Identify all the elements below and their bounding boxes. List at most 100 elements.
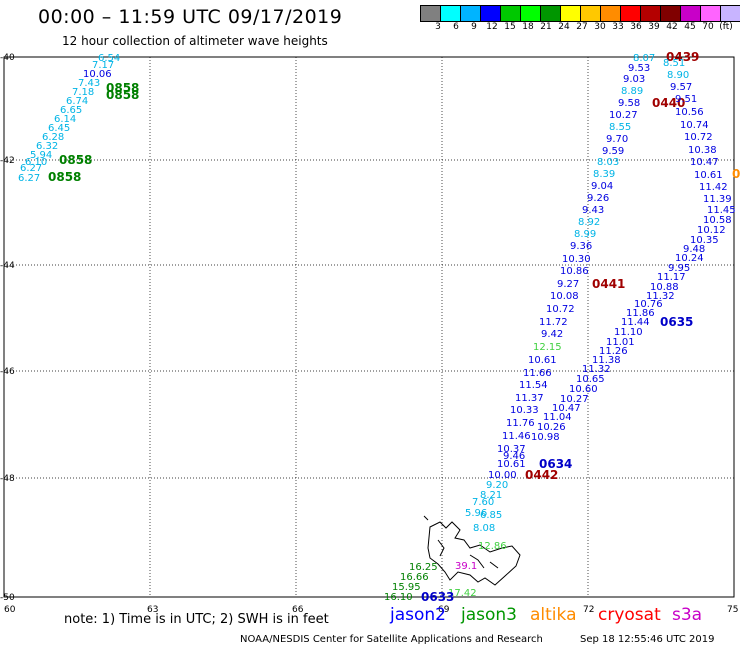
color-scale-bar [420, 5, 740, 22]
swh-value: 9.46 [503, 451, 525, 462]
swh-value: 9.26 [587, 193, 609, 204]
color-scale-label: 42 [666, 22, 678, 32]
swh-value: 11.26 [599, 346, 628, 357]
swh-value: 11.32 [646, 291, 675, 302]
swh-value: 16.66 [400, 572, 429, 583]
color-scale-label: 3 [435, 22, 441, 32]
swh-value: 5.96 [465, 508, 487, 519]
swh-value: 8.21 [480, 490, 502, 501]
pass-time: 0858 [59, 153, 92, 167]
map-frame [3, 56, 735, 598]
swh-value: 7.60 [472, 497, 494, 508]
color-scale-label: 18 [522, 22, 534, 32]
swh-value: 9.48 [683, 244, 705, 255]
swh-value: 8.03 [597, 157, 619, 168]
swh-value: 11.17 [657, 272, 686, 283]
swh-value: 9.36 [570, 241, 592, 252]
swh-value: 7.17 [92, 60, 114, 71]
color-scale-label: 30 [594, 22, 606, 32]
swh-value: 10.65 [576, 374, 605, 385]
track-d: 12.15 10.61 11.66 11.54 11.37 10.33 11.7… [465, 277, 625, 534]
color-scale-labels: 3 6 9 12 15 18 21 24 27 30 33 36 39 42 45 70 (ft) [420, 22, 740, 36]
color-scale-label: 21 [540, 22, 552, 32]
lat-label: -40 [0, 53, 15, 63]
swh-value: 10.86 [560, 266, 589, 277]
swh-value: 8.55 [609, 122, 631, 133]
swh-value: 10.27 [560, 394, 589, 405]
color-scale-label: 12 [486, 22, 498, 32]
swh-value: 11.72 [539, 317, 568, 328]
swh-value: 7.18 [72, 87, 94, 98]
swh-value: 10.12 [697, 225, 726, 236]
track-b: 8.07 9.53 9.03 8.89 9.58 10.27 8.55 9.70… [539, 50, 699, 340]
swh-value: 39.1 [455, 561, 477, 572]
lat-label: -44 [0, 261, 15, 271]
swh-value: 5.94 [30, 150, 52, 161]
swh-value: 8.39 [593, 169, 615, 180]
swh-value: 11.01 [606, 337, 635, 348]
legend-cryosat: cryosat [598, 605, 661, 625]
swh-value: 10.35 [690, 235, 719, 246]
swh-value: 10.88 [650, 282, 679, 293]
swh-value: 6.32 [36, 141, 58, 152]
color-scale-label: 24 [558, 22, 570, 32]
swh-value: 11.37 [515, 393, 544, 404]
swh-value: 9.95 [668, 263, 690, 274]
pass-time: 0635 [660, 315, 693, 329]
swh-value: 9.03 [623, 74, 645, 85]
swh-value: 10.08 [550, 291, 579, 302]
swh-value: 6.27 [18, 173, 40, 184]
swh-value: 10.27 [609, 110, 638, 121]
swh-value: 10.72 [684, 132, 713, 143]
swh-value: 12.86 [478, 541, 507, 552]
color-scale-label: 70 [702, 22, 714, 32]
swh-value: 10.61 [694, 170, 723, 181]
grid-lines [4, 56, 734, 597]
swh-value: 11.76 [506, 418, 535, 429]
swh-value: 15.95 [392, 582, 421, 593]
swh-value: 11.54 [519, 380, 548, 391]
color-scale-label: 33 [612, 22, 624, 32]
swh-value: 16.25 [409, 562, 438, 573]
swh-value: 6.10 [25, 157, 47, 168]
swh-value: 10.98 [531, 432, 560, 443]
lat-label: -48 [0, 474, 15, 484]
swh-value: 9.42 [541, 329, 563, 340]
swh-value: 11.10 [614, 327, 643, 338]
swh-value: 9.51 [675, 94, 697, 105]
swh-value: 10.26 [537, 422, 566, 433]
map-note: note: 1) Time is in UTC; 2) SWH is in fe… [64, 612, 329, 627]
swh-value: 9.27 [557, 279, 579, 290]
swh-value: 10.74 [680, 120, 709, 131]
color-swatch [720, 5, 740, 22]
swh-value: 8.89 [621, 86, 643, 97]
map-subtitle: 12 hour collection of altimeter wave hei… [62, 34, 328, 48]
swh-value: 9.04 [591, 181, 613, 192]
swh-value: 9.53 [628, 63, 650, 74]
swh-value: 7.43 [78, 78, 100, 89]
track-e: 12.86 16.25 16.66 15.95 16.10 17.42 39.1… [384, 541, 507, 604]
lon-label: 63 [147, 605, 158, 615]
color-scale-label: 6 [453, 22, 459, 32]
swh-value: 10.56 [675, 107, 704, 118]
pass-time: 0442 [525, 468, 558, 482]
map-title: 00:00 – 11:59 UTC 09/17/2019 [38, 6, 343, 28]
swh-value: 10.00 [488, 470, 517, 481]
swh-value: 6.65 [60, 105, 82, 116]
swh-value: 11.45 [707, 205, 736, 216]
legend-altika: altika [530, 605, 577, 625]
swh-value: 16.10 [384, 592, 413, 603]
footer-credit: NOAA/NESDIS Center for Satellite Applica… [240, 634, 543, 645]
swh-value: 8.08 [473, 523, 495, 534]
lon-label: 69 [438, 605, 450, 615]
swh-value: 10.47 [690, 157, 719, 168]
swh-value: 9.57 [670, 82, 692, 93]
pass-time: 0634 [539, 457, 572, 471]
svg-text:0: 0 [732, 167, 740, 181]
swh-value: 8.92 [578, 217, 600, 228]
legend-jason3: jason3 [461, 605, 517, 625]
swh-value: 10.61 [528, 355, 557, 366]
color-scale-label: 15 [504, 22, 516, 32]
swh-value: 9.58 [618, 98, 640, 109]
swh-value: 9.59 [602, 146, 624, 157]
